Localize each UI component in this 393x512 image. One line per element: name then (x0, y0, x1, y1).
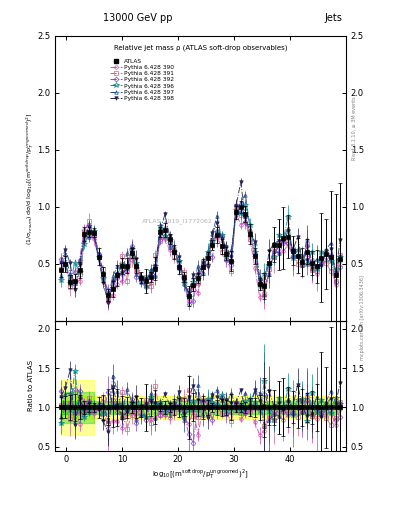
Text: Jets: Jets (324, 13, 342, 23)
Y-axis label: Ratio to ATLAS: Ratio to ATLAS (28, 360, 34, 411)
Text: ATLAS_2019_I1772062: ATLAS_2019_I1772062 (142, 218, 213, 224)
Text: Rivet 3.1.10, ≥ 3M events: Rivet 3.1.10, ≥ 3M events (352, 96, 357, 160)
Y-axis label: (1/σ$_{resum}$) dσ/d log$_{10}$[(m$^{soft drop}$/p$_T^{ungroomed})^2$]: (1/σ$_{resum}$) dσ/d log$_{10}$[(m$^{sof… (24, 112, 36, 245)
X-axis label: log$_{10}$[(m$^{\rm soft\,drop}$/p$_T^{\rm ungroomed})^2$]: log$_{10}$[(m$^{\rm soft\,drop}$/p$_T^{\… (152, 467, 249, 481)
Text: Relative jet mass ρ (ATLAS soft-drop observables): Relative jet mass ρ (ATLAS soft-drop obs… (114, 45, 287, 51)
Text: mcplots.cern.ch [arXiv:1306.3436]: mcplots.cern.ch [arXiv:1306.3436] (360, 275, 365, 360)
Text: 13000 GeV pp: 13000 GeV pp (103, 13, 172, 23)
Legend: ATLAS, Pythia 6.428 390, Pythia 6.428 391, Pythia 6.428 392, Pythia 6.428 396, P: ATLAS, Pythia 6.428 390, Pythia 6.428 39… (110, 59, 174, 101)
